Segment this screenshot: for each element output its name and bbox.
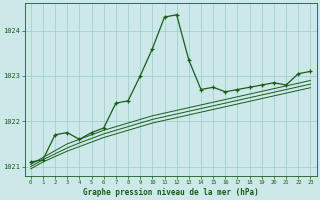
X-axis label: Graphe pression niveau de la mer (hPa): Graphe pression niveau de la mer (hPa)	[83, 188, 259, 197]
